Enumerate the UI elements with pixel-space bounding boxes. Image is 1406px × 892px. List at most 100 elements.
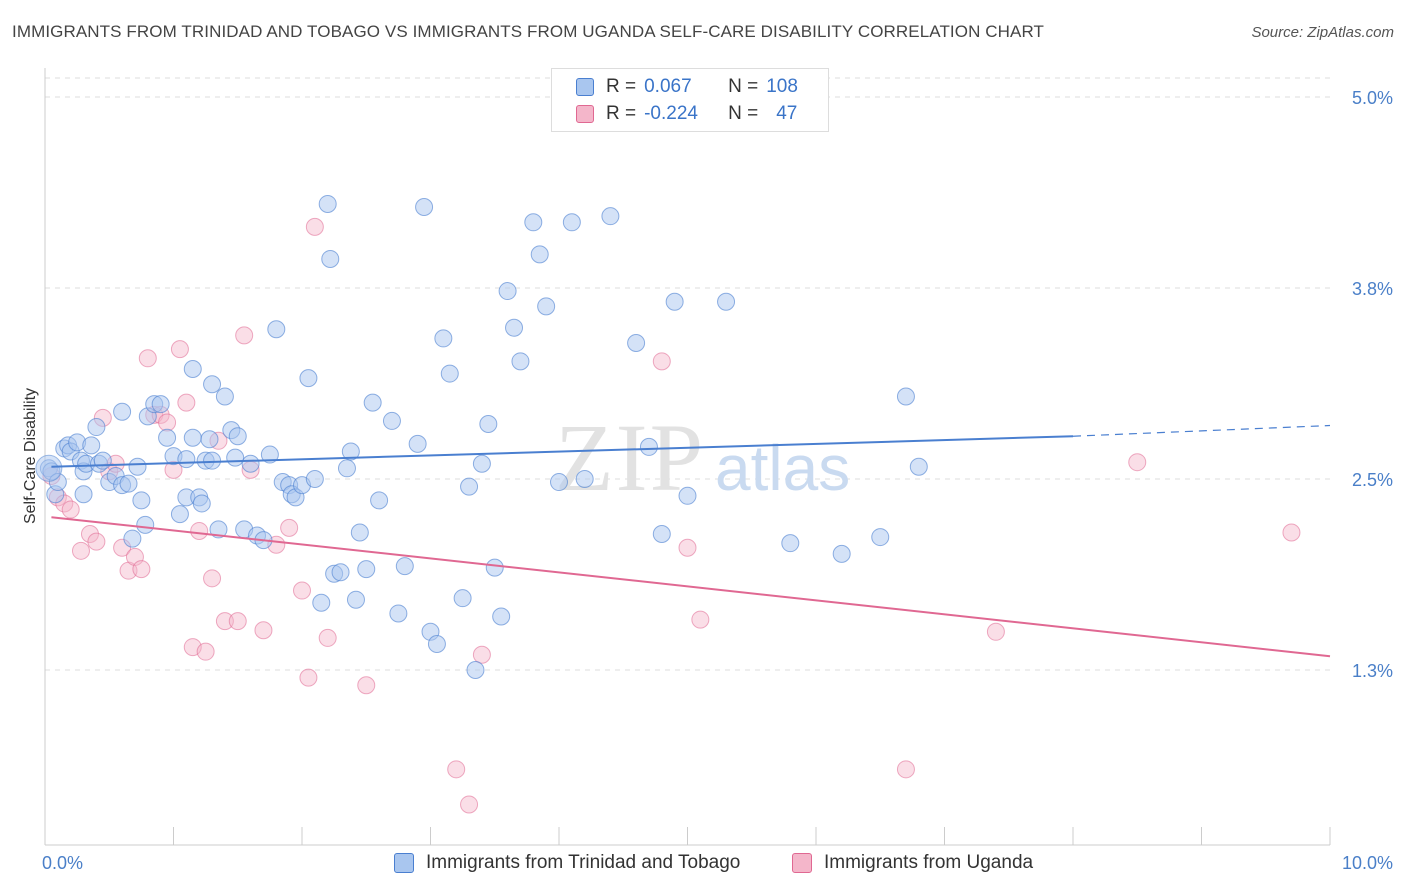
watermark: ZIP atlas bbox=[555, 404, 850, 511]
trinidad-point bbox=[331, 563, 350, 582]
trinidad-point bbox=[93, 451, 112, 470]
y-axis-title: Self-Care Disability bbox=[22, 388, 39, 524]
legend-r-label: R = bbox=[606, 103, 637, 124]
trinidad-point bbox=[485, 558, 504, 577]
trinidad-point bbox=[627, 334, 646, 353]
trinidad-point bbox=[440, 364, 459, 383]
trinidad-point bbox=[318, 194, 337, 213]
trinidad-point bbox=[200, 430, 219, 449]
trinidad-point bbox=[896, 387, 915, 406]
trinidad-point bbox=[395, 557, 414, 576]
series-trinidad-points bbox=[35, 194, 928, 679]
trinidad-point bbox=[524, 213, 543, 232]
trinidad-point bbox=[832, 544, 851, 563]
trinidad-point bbox=[678, 486, 697, 505]
trend-lines bbox=[51, 424, 1331, 658]
legend-n-value: 108 bbox=[766, 76, 798, 97]
uganda-point bbox=[228, 612, 247, 631]
legend-r-label: R = bbox=[606, 76, 637, 97]
trinidad-point bbox=[170, 505, 189, 524]
trinidad-point bbox=[434, 329, 453, 348]
trinidad-point bbox=[639, 437, 658, 456]
stats-legend: R = 0.067 N = 108 R = -0.224 N = 47 bbox=[551, 68, 829, 132]
series-legend: Immigrants from Trinidad and Tobago Immi… bbox=[0, 852, 1406, 878]
uganda-point bbox=[896, 760, 915, 779]
trinidad-point bbox=[537, 297, 556, 316]
uganda-point bbox=[71, 541, 90, 560]
legend-row-uganda: R = -0.224 N = 47 bbox=[576, 102, 797, 126]
trinidad-point bbox=[128, 457, 147, 476]
uganda-point bbox=[447, 760, 466, 779]
trinidad-point bbox=[226, 448, 245, 467]
uganda-point bbox=[132, 560, 151, 579]
uganda-point bbox=[138, 349, 157, 368]
uganda-point bbox=[203, 569, 222, 588]
uganda-point bbox=[235, 326, 254, 345]
trinidad-point bbox=[82, 436, 101, 455]
trinidad-point bbox=[241, 454, 260, 473]
trinidad-point bbox=[479, 414, 498, 433]
trinidad-point bbox=[158, 428, 177, 447]
y-tick-label: 2.5% bbox=[1352, 470, 1393, 490]
uganda-point bbox=[158, 413, 177, 432]
trinidad-point bbox=[321, 249, 340, 268]
trinidad-point bbox=[665, 292, 684, 311]
trinidad-point bbox=[781, 534, 800, 553]
trinidad-point bbox=[228, 427, 247, 446]
trend-line-trinidad bbox=[51, 435, 1074, 468]
legend-swatch-blue bbox=[576, 78, 594, 96]
trinidad-point bbox=[192, 494, 211, 513]
trinidad-point bbox=[575, 470, 594, 488]
trinidad-point bbox=[74, 485, 93, 504]
legend-swatch-blue bbox=[394, 853, 414, 873]
legend-item-uganda: Immigrants from Uganda bbox=[792, 852, 1033, 874]
uganda-point bbox=[299, 668, 318, 687]
chart-title: IMMIGRANTS FROM TRINIDAD AND TOBAGO VS I… bbox=[12, 22, 1045, 41]
trinidad-point bbox=[511, 352, 530, 371]
uganda-point bbox=[986, 622, 1005, 641]
trinidad-point bbox=[492, 607, 511, 626]
trinidad-point bbox=[337, 459, 356, 478]
legend-n-label: N = bbox=[728, 103, 759, 124]
trinidad-point bbox=[408, 434, 427, 453]
uganda-point bbox=[460, 795, 479, 814]
uganda-point bbox=[691, 610, 710, 629]
legend-item-trinidad: Immigrants from Trinidad and Tobago bbox=[394, 852, 740, 874]
trinidad-point bbox=[123, 529, 142, 548]
trinidad-point bbox=[363, 393, 382, 412]
uganda-point bbox=[357, 676, 376, 695]
trinidad-point bbox=[312, 593, 331, 612]
trinidad-point bbox=[505, 318, 524, 337]
trinidad-point bbox=[871, 528, 890, 547]
trinidad-point bbox=[389, 604, 408, 623]
trinidad-point bbox=[305, 470, 324, 488]
trinidad-point bbox=[453, 589, 472, 608]
trinidad-point bbox=[472, 454, 491, 473]
trinidad-point bbox=[151, 395, 170, 414]
trend-line-trinidad-extension bbox=[1072, 424, 1331, 437]
trinidad-point bbox=[346, 590, 365, 609]
trinidad-point bbox=[341, 442, 360, 461]
tick-labels: 1.3% 2.5% 3.8% 5.0% 0.0% 10.0% bbox=[42, 88, 1393, 873]
trinidad-point bbox=[209, 520, 228, 539]
legend-label-uganda: Immigrants from Uganda bbox=[824, 852, 1034, 873]
trinidad-point bbox=[132, 491, 151, 510]
trinidad-point bbox=[299, 369, 318, 388]
legend-swatch-pink bbox=[576, 105, 594, 123]
trinidad-point bbox=[415, 198, 434, 217]
watermark-zip: ZIP bbox=[555, 404, 705, 511]
trinidad-point bbox=[460, 477, 479, 496]
trinidad-point bbox=[550, 473, 568, 492]
grid-lines bbox=[45, 77, 1330, 671]
uganda-point bbox=[1128, 453, 1147, 472]
trinidad-point bbox=[370, 491, 389, 510]
trinidad-point bbox=[260, 445, 279, 464]
trinidad-point bbox=[382, 411, 401, 430]
trend-line-uganda bbox=[51, 516, 1331, 658]
uganda-point bbox=[293, 581, 311, 600]
trinidad-point bbox=[717, 292, 736, 311]
legend-label-trinidad: Immigrants from Trinidad and Tobago bbox=[426, 852, 741, 873]
uganda-point bbox=[472, 645, 491, 664]
uganda-point bbox=[678, 538, 697, 557]
